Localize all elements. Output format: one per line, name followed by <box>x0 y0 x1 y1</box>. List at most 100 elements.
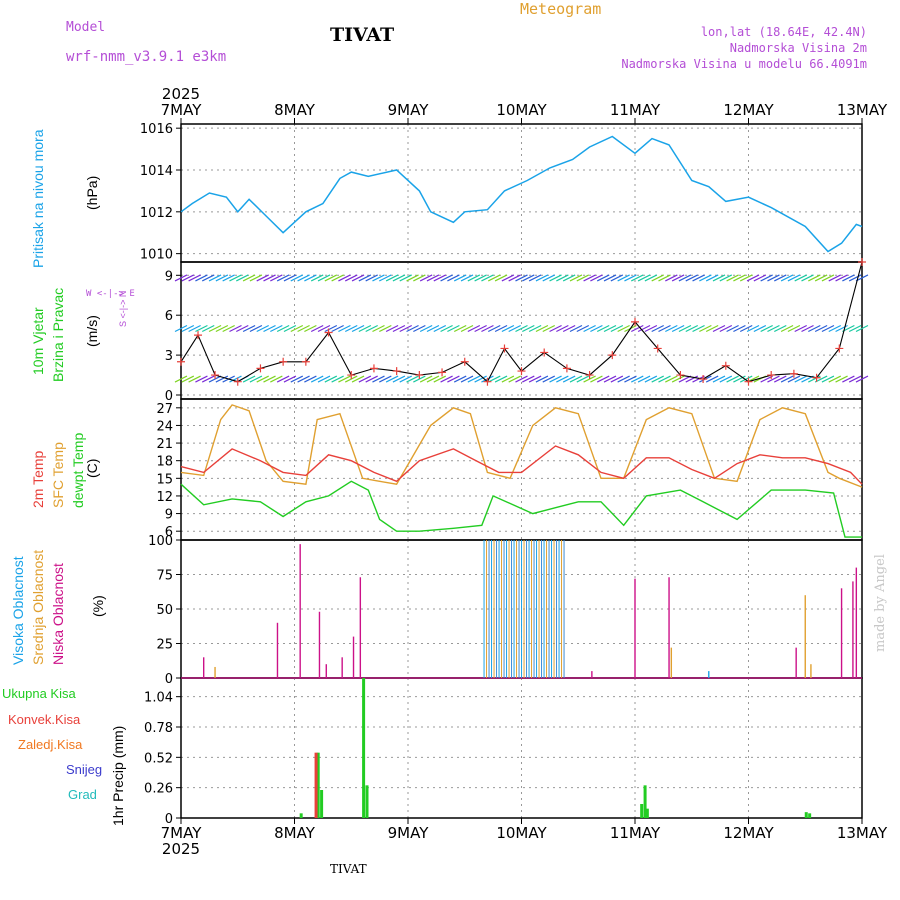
xtick-label-bottom: 8MAY <box>274 824 316 842</box>
wind-arrow <box>188 375 201 383</box>
wind-arrow <box>767 375 780 383</box>
wind-arrow <box>263 324 276 333</box>
wind-speed-marker <box>256 364 265 373</box>
wind-arrow <box>767 324 780 333</box>
station-title: TIVAT <box>330 24 395 46</box>
wind-arrow <box>685 375 699 383</box>
wind-arrow <box>542 274 556 282</box>
wind-arrow <box>719 324 733 333</box>
precip-bar-total <box>365 785 369 818</box>
wind-arrow <box>270 375 283 383</box>
wind-arrow <box>753 274 767 282</box>
compass-horizontal: W <-|-> E <box>86 289 135 299</box>
wind-arrow <box>297 324 310 333</box>
wind-arrow <box>481 274 494 282</box>
wind-arrow <box>290 274 304 282</box>
wind-arrow <box>276 324 290 333</box>
wind-arrow <box>487 274 501 282</box>
xtick-label-top: 12MAY <box>723 101 774 119</box>
wind-arrow <box>174 375 188 383</box>
wind-arrow <box>644 274 658 282</box>
wind-arrow <box>576 274 590 282</box>
wind-arrow <box>651 375 664 383</box>
wind-speed-marker <box>211 371 220 380</box>
wind-arrow <box>596 375 610 383</box>
wind-speed-marker <box>460 357 469 366</box>
wind-arrow <box>385 274 399 282</box>
wind-arrow <box>501 274 515 282</box>
wind-arrow <box>208 274 222 282</box>
wind-arrow <box>474 274 487 282</box>
wind-arrow <box>399 274 412 282</box>
xtick-label-top: 9MAY <box>388 101 430 119</box>
wind-arrow <box>324 324 338 333</box>
wind-arrow <box>338 274 351 282</box>
wind-arrow <box>644 324 658 333</box>
precip-bar-total <box>316 752 320 818</box>
wind-arrow <box>794 324 807 333</box>
wind-arrow <box>338 375 351 383</box>
wind-arrow <box>174 274 188 282</box>
wind-arrow <box>195 274 208 282</box>
cloud_cover-ytick-label: 0 <box>165 672 173 687</box>
wind-arrow <box>658 324 671 333</box>
wind-arrow <box>569 324 583 333</box>
wind-speed-marker <box>194 331 203 340</box>
wind-arrow <box>515 324 528 333</box>
wind-arrow <box>242 274 256 282</box>
wind-arrow <box>508 375 521 383</box>
wind-arrow <box>821 324 835 333</box>
xtick-label-bottom: 12MAY <box>723 824 774 842</box>
wind-arrow <box>331 324 344 333</box>
wind-arrow <box>692 274 705 282</box>
wind-arrow <box>712 375 726 383</box>
wind-arrow <box>358 375 372 383</box>
meteogram-title: Meteogram <box>520 0 602 18</box>
wind-arrow <box>379 324 392 333</box>
wind-arrow <box>392 375 406 383</box>
temperature-ytick-label: 9 <box>165 508 173 523</box>
wind-arrow <box>746 324 760 333</box>
cloud_cover-ytick-label: 100 <box>148 534 173 549</box>
wind-arrow <box>828 274 842 282</box>
wind-arrow <box>481 324 494 333</box>
wind-speed-marker <box>301 357 310 366</box>
legend-convective: Konvek.Kisa <box>8 712 81 727</box>
wind-arrow <box>821 274 835 282</box>
wind-speed-marker <box>233 377 242 386</box>
wind-arrow <box>365 375 378 383</box>
wind_speed-ytick-label: 9 <box>165 269 173 284</box>
wind-arrow <box>249 274 263 282</box>
wind-arrow <box>181 375 195 383</box>
wind-arrow <box>447 375 460 383</box>
wind-arrow <box>467 274 481 282</box>
wind-arrow <box>651 274 664 282</box>
wind-arrow <box>855 324 869 333</box>
wind-arrow <box>726 274 739 282</box>
temperature-ytick-label: 6 <box>165 525 173 540</box>
wind-arrow <box>685 274 699 282</box>
wind-arrow <box>746 274 760 282</box>
wind-arrow <box>358 324 372 333</box>
wind-arrow <box>270 274 283 282</box>
temperature-ytick-label: 24 <box>156 419 173 434</box>
wind-arrow <box>780 274 794 282</box>
wind-arrow <box>814 324 828 333</box>
wind-speed-marker <box>721 361 730 370</box>
wind-arrow <box>842 375 855 383</box>
wind-arrow <box>808 274 821 282</box>
wind-arrow <box>522 274 535 282</box>
wind-arrow <box>637 375 651 383</box>
temperature-ytick-label: 21 <box>156 437 173 452</box>
wind-arrow <box>399 375 412 383</box>
wind-speed-marker <box>483 377 492 386</box>
wind-arrow <box>229 274 242 282</box>
xtick-label-top: 11MAY <box>610 101 661 119</box>
wind-arrow <box>508 274 521 282</box>
wind-speed-marker <box>767 371 776 380</box>
wind-arrow <box>229 375 242 383</box>
wind-arrow <box>460 274 474 282</box>
wind-speed-marker <box>585 371 594 380</box>
wind-arrow <box>787 274 801 282</box>
wind-arrow <box>447 324 460 333</box>
